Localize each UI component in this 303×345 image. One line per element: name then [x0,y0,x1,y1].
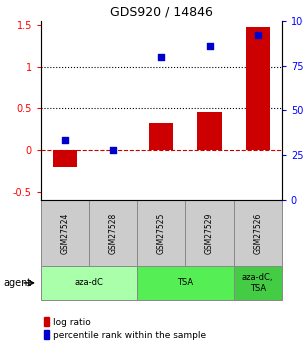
Bar [149,123,173,150]
Bar [53,150,77,167]
Bar [234,266,282,300]
Text: aza-dC: aza-dC [75,278,104,287]
Bar [185,200,234,266]
Point [62,137,67,143]
Bar [41,266,137,300]
Text: agent: agent [3,278,31,288]
Point [111,147,116,153]
Text: GSM27526: GSM27526 [253,212,262,254]
Text: GSM27528: GSM27528 [109,212,118,254]
Point [207,43,212,49]
Text: GSM27524: GSM27524 [61,212,69,254]
Bar [246,27,270,150]
Point [159,54,164,59]
Bar [41,200,89,266]
Text: GSM27525: GSM27525 [157,212,166,254]
Text: TSA: TSA [177,278,194,287]
Text: log ratio: log ratio [53,318,91,327]
Bar [137,266,234,300]
Bar [234,200,282,266]
Point [255,32,260,38]
Title: GDS920 / 14846: GDS920 / 14846 [110,5,213,18]
Text: GSM27529: GSM27529 [205,212,214,254]
Text: percentile rank within the sample: percentile rank within the sample [53,331,206,340]
Bar [89,200,137,266]
Text: aza-dC,
TSA: aza-dC, TSA [242,273,273,293]
Bar [198,112,221,150]
Bar [137,200,185,266]
